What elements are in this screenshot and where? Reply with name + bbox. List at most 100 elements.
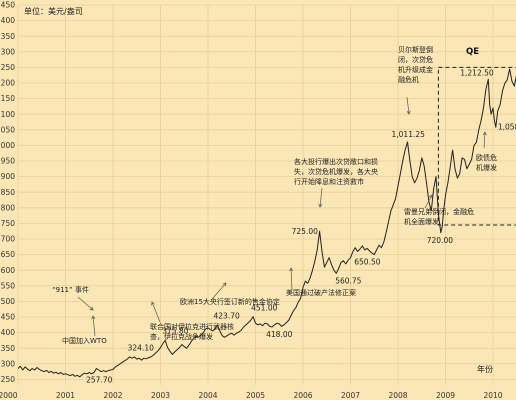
- x-tick-label: 2000: [0, 391, 18, 400]
- annotation-arrow: [290, 267, 293, 291]
- annotation-line: 行开始降息和注资救市: [294, 177, 364, 186]
- x-tick-label: 2004: [198, 391, 217, 400]
- y-tick-label: 650: [1, 250, 16, 259]
- annotation-line: 联合国对伊拉克进行武器核: [150, 322, 234, 331]
- y-tick-label: 1050: [0, 125, 15, 134]
- x-tick-label: 2007: [341, 391, 360, 400]
- x-tick-label: 2005: [246, 391, 265, 400]
- value-labels: 257.70 324.10 375.80 423.70 451.00 418.00 725.…: [86, 68, 516, 384]
- y-tick-label: 950: [1, 157, 16, 166]
- annotation-arrowhead: [318, 203, 323, 208]
- series-line: [17, 68, 516, 378]
- x-tick-label: 2002: [103, 391, 122, 400]
- value-label: 324.10: [128, 343, 154, 352]
- annotation-arrowhead: [151, 301, 155, 306]
- annotation-text: 美国通过破产法修正案: [286, 288, 356, 297]
- annotation-text: 欧洲15大央行签订新的售金协定: [180, 297, 280, 306]
- unit-label: 单位：美元/盎司: [24, 6, 83, 16]
- y-tick-label: 1400: [0, 16, 15, 25]
- qe-box: [437, 66, 516, 226]
- annotation-text: 贝尔斯登倒闭，次贷危机升级成金融危机: [398, 45, 433, 84]
- qe-label: QE: [466, 47, 479, 57]
- y-tick-label: 350: [1, 344, 16, 353]
- x-tick-label: 2008: [388, 391, 407, 400]
- annotation-text: “911” 事件: [52, 285, 89, 294]
- x-tick-label: 2001: [56, 391, 75, 400]
- y-tick-label: 850: [1, 188, 16, 197]
- annotation-arrowhead: [482, 131, 487, 136]
- y-tick-label: 1450: [0, 1, 15, 10]
- annotation-text: 雷曼兄弟倒闭，金融危机全面爆发: [404, 207, 474, 226]
- x-tick-label: 2006: [293, 391, 312, 400]
- annotation-arrow: [319, 187, 323, 208]
- annotation-arrow: [77, 296, 94, 311]
- value-label: 257.70: [86, 376, 112, 385]
- annotation-line: 雷曼兄弟倒闭，金融危: [404, 207, 474, 216]
- y-axis-ticks: 250 300 350 400 450 500 550 600 650 700 750 800 850 9…: [0, 1, 15, 384]
- value-label: 451.00: [251, 304, 277, 313]
- annotation-line: 各大投行爆出次贷敞口和损: [294, 157, 378, 166]
- y-tick-label: 1250: [0, 63, 15, 72]
- value-label: 423.70: [214, 311, 240, 320]
- value-label: 375.80: [162, 326, 188, 335]
- annotation-line: 贝尔斯登倒: [398, 45, 433, 54]
- annotation-arrowhead: [428, 194, 433, 199]
- annotation-arrow: [424, 194, 433, 209]
- value-label: 720.00: [427, 236, 453, 245]
- value-label: 1,212.50: [460, 68, 494, 77]
- value-label: 418.00: [266, 330, 292, 339]
- value-label: 1,011.25: [392, 130, 426, 139]
- y-tick-label: 1300: [0, 47, 15, 56]
- y-tick-label: 450: [1, 313, 16, 322]
- y-tick-label: 1100: [0, 110, 15, 119]
- annotation-text: 中国加入WTO: [62, 336, 107, 345]
- annotation-text: 欧债危机爆发: [476, 153, 497, 172]
- annotation-line: 融危机: [398, 75, 419, 84]
- y-tick-label: 1150: [0, 94, 15, 103]
- y-tick-label: 900: [1, 172, 16, 181]
- annotation-arrow: [483, 131, 486, 149]
- y-tick-label: 1350: [0, 32, 15, 41]
- x-tick-label: 2009: [436, 391, 455, 400]
- annotation-line: 中国加入WTO: [62, 336, 107, 345]
- annotation-line: 欧洲15大央行签订新的售金协定: [180, 297, 280, 306]
- annotation-arrow: [211, 282, 227, 300]
- y-tick-label: 250: [1, 375, 16, 384]
- y-tick-label: 800: [1, 203, 16, 212]
- annotation-line: 美国通过破产法修正案: [286, 288, 356, 297]
- x-tick-label: 2003: [151, 391, 170, 400]
- annotation-line: 机全面爆发: [404, 217, 439, 226]
- annotation-line: 失，次贷危机爆发，各大央: [294, 167, 378, 176]
- y-tick-label: 600: [1, 266, 16, 275]
- annotation-arrow: [92, 315, 96, 337]
- annotation-arrowhead: [91, 315, 96, 320]
- x-tick-label: 2010: [483, 391, 502, 400]
- y-tick-label: 1000: [0, 141, 15, 150]
- value-label: 560.75: [335, 276, 361, 285]
- annotation-arrowhead: [89, 306, 94, 311]
- y-tick-label: 750: [1, 219, 16, 228]
- value-label: 725.00: [292, 227, 318, 236]
- annotation-arrow: [151, 301, 161, 323]
- y-tick-label: 500: [1, 297, 16, 306]
- annotation-line: 查，伊拉克战争爆发: [150, 332, 213, 341]
- annotation-arrowhead: [222, 282, 227, 287]
- y-tick-label: 550: [1, 281, 16, 290]
- x-axis-label: 年份: [477, 364, 493, 374]
- value-label: 1,058.00: [498, 122, 516, 131]
- annotation-line: “911” 事件: [52, 285, 89, 294]
- annotation-arrowhead: [289, 267, 294, 272]
- annotation-line: 闭，次贷危: [398, 55, 433, 64]
- series-layer: [17, 68, 516, 378]
- x-axis-ticks: 2000 2001 2002 2003 2004 2005 2006 2007 2008 2009…: [0, 391, 503, 400]
- value-label: 650.50: [354, 258, 380, 267]
- y-tick-label: 300: [1, 359, 16, 368]
- y-tick-label: 400: [1, 328, 16, 337]
- y-tick-label: 700: [1, 235, 16, 244]
- annotation-arrow: [406, 96, 410, 115]
- annotation-line: 机爆发: [476, 163, 497, 172]
